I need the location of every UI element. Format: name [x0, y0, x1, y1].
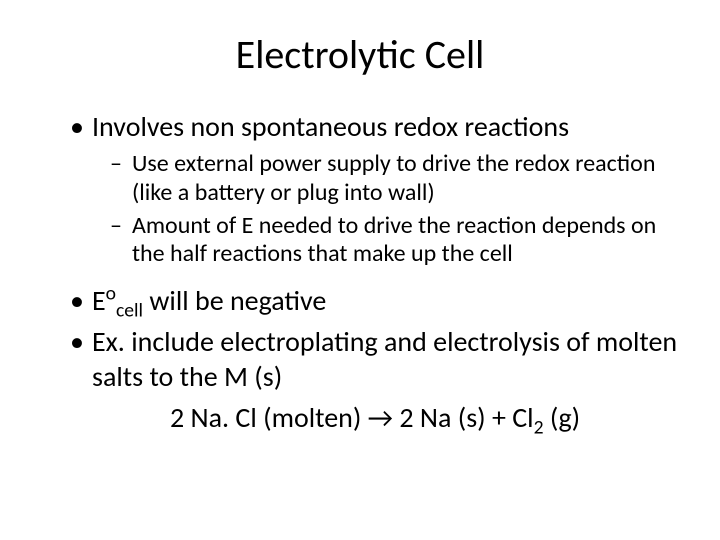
subscript: 2	[534, 416, 544, 440]
bullet-level2: Amount of E needed to drive the reaction…	[110, 212, 680, 270]
spacer	[40, 273, 680, 283]
bullet-level1: Involves non spontaneous redox reactions	[70, 109, 680, 144]
equation-post: (g)	[544, 400, 581, 435]
slide-title: Electrolytic Cell	[40, 30, 680, 79]
bullet-text-pre: E	[92, 283, 106, 318]
bullet-level2: Use external power supply to drive the r…	[110, 150, 680, 208]
bullet-level1: Ex. include electroplating and electroly…	[70, 324, 680, 394]
slide-container: Electrolytic Cell Involves non spontaneo…	[0, 0, 720, 540]
superscript: o	[106, 282, 116, 306]
subscript: cell	[116, 299, 143, 323]
equation-line: 2 Na. Cl (molten) → 2 Na (s) + Cl2 (g)	[170, 400, 680, 436]
equation-pre: 2 Na. Cl (molten) → 2 Na (s) + Cl	[170, 400, 534, 435]
bullet-text-post: will be negative	[143, 283, 326, 318]
bullet-level1: Eocell will be negative	[70, 283, 680, 318]
